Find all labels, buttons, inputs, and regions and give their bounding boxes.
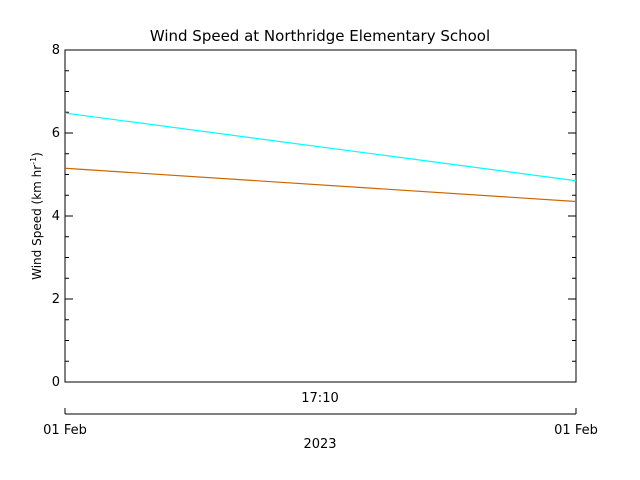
y-tick-label: 0: [52, 375, 60, 390]
x-end-label: 01 Feb: [554, 423, 598, 438]
x-year-label: 2023: [303, 437, 336, 452]
series-line-2: [64, 167, 577, 203]
date-axis: [64, 408, 577, 415]
series-line-1: [64, 112, 577, 182]
x-time-label: 17:10: [301, 391, 338, 406]
y-tick-label: 8: [52, 43, 60, 58]
chart-title: Wind Speed at Northridge Elementary Scho…: [150, 27, 490, 45]
y-axis-label: Wind Speed (km hr-1): [29, 152, 44, 280]
y-tick-label: 4: [52, 209, 60, 224]
y-tick-label: 2: [52, 292, 60, 307]
x-start-label: 01 Feb: [43, 423, 87, 438]
y-tick-label: 6: [52, 126, 60, 141]
plot-frame: [64, 49, 577, 383]
